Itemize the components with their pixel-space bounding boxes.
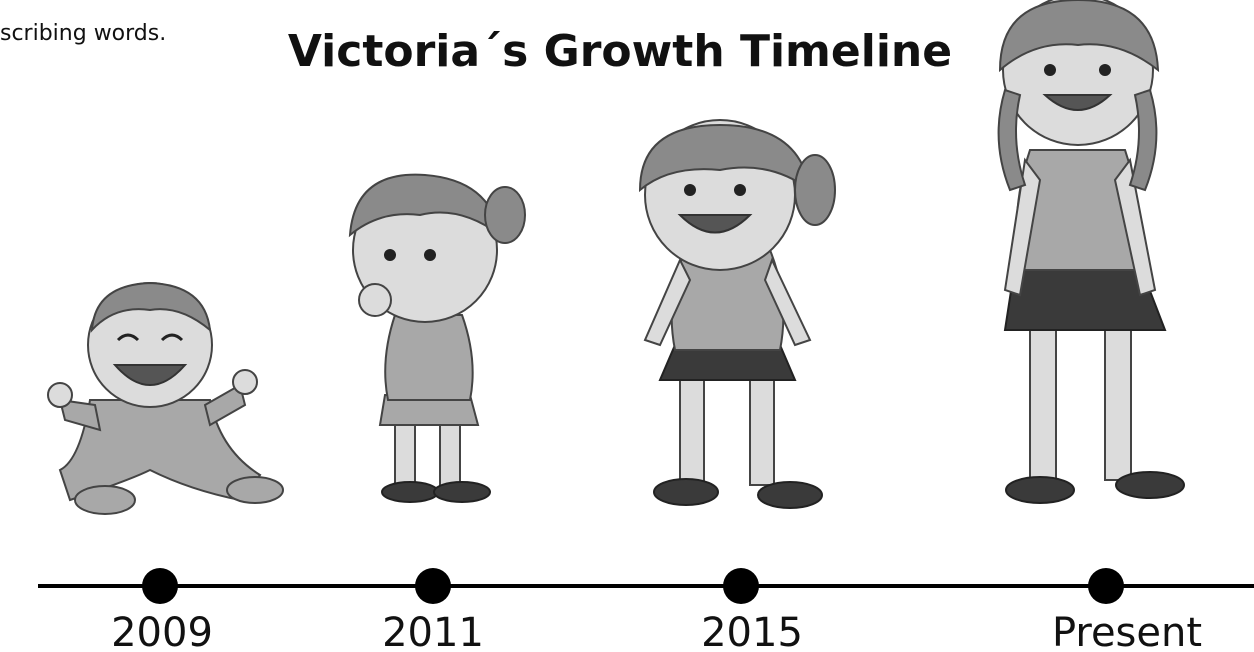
instruction-fragment: scribing words. (0, 21, 166, 46)
timeline-label: Present (1052, 610, 1202, 652)
timeline-dot (1088, 568, 1124, 604)
timeline-dot (415, 568, 451, 604)
timeline-label: 2009 (111, 610, 213, 652)
timeline-dot (142, 568, 178, 604)
timeline-dot (723, 568, 759, 604)
timeline-label: 2015 (701, 610, 803, 652)
title: Victoria´s Growth Timeline (288, 26, 952, 77)
timeline-label: 2011 (382, 610, 484, 652)
worksheet: scribing words. Victoria´s Growth Timeli… (0, 0, 1254, 652)
